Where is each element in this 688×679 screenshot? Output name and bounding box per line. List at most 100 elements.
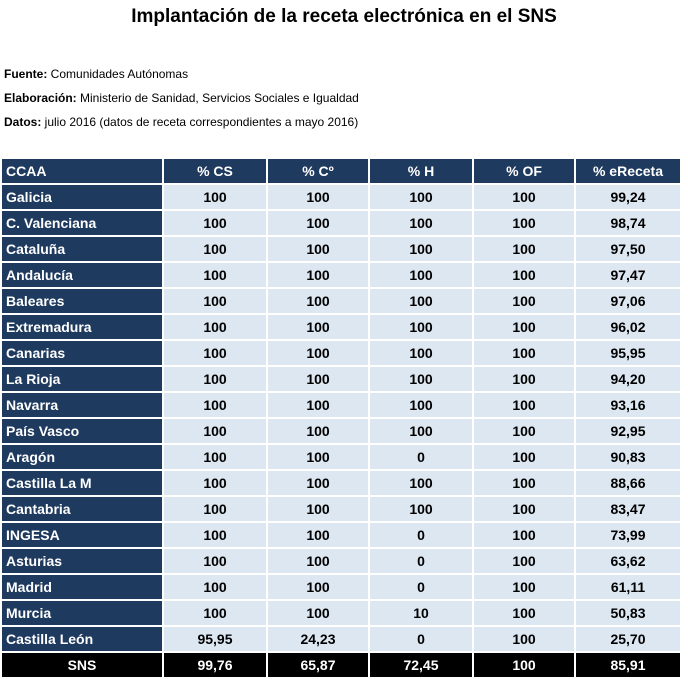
table-cell: 100 — [474, 497, 574, 521]
meta-date: Datos: julio 2016 (datos de receta corre… — [4, 114, 358, 130]
table-cell: 100 — [164, 341, 266, 365]
total-cell: 72,45 — [370, 653, 472, 677]
region-name: Cataluña — [2, 237, 162, 261]
table-row: Castilla León 95,95 24,23 0 100 25,70 — [2, 627, 680, 651]
region-name: Cantabria — [2, 497, 162, 521]
table-cell: 95,95 — [576, 341, 680, 365]
region-name: La Rioja — [2, 367, 162, 391]
col-header-h: % H — [370, 159, 472, 183]
meta-date-label: Datos: — [4, 115, 42, 129]
table-cell: 100 — [164, 497, 266, 521]
table-cell: 94,20 — [576, 367, 680, 391]
table-cell: 100 — [268, 211, 368, 235]
table-row: Baleares 100 100 100 100 97,06 — [2, 289, 680, 313]
table-row: Cantabria 100 100 100 100 83,47 — [2, 497, 680, 521]
table-header-row: CCAA % CS % Cº % H % OF % eReceta — [2, 159, 680, 183]
col-header-cs: % CS — [164, 159, 266, 183]
table-row: Navarra 100 100 100 100 93,16 — [2, 393, 680, 417]
table-cell: 100 — [370, 211, 472, 235]
region-name: Galicia — [2, 185, 162, 209]
table-cell: 90,83 — [576, 445, 680, 469]
page-title: Implantación de la receta electrónica en… — [131, 6, 557, 27]
meta-source-value: Comunidades Autónomas — [47, 67, 189, 81]
table-cell: 92,95 — [576, 419, 680, 443]
table-cell: 0 — [370, 523, 472, 547]
table-cell: 24,23 — [268, 627, 368, 651]
table-cell: 100 — [474, 393, 574, 417]
table-cell: 100 — [474, 471, 574, 495]
region-name: Castilla León — [2, 627, 162, 651]
region-name: Murcia — [2, 601, 162, 625]
table-cell: 100 — [370, 393, 472, 417]
table-cell: 100 — [268, 367, 368, 391]
table-cell: 100 — [268, 237, 368, 261]
table-cell: 100 — [268, 315, 368, 339]
table-cell: 100 — [370, 289, 472, 313]
table-cell: 97,47 — [576, 263, 680, 287]
table-cell: 100 — [164, 575, 266, 599]
table-cell: 0 — [370, 549, 472, 573]
table-cell: 100 — [164, 289, 266, 313]
region-name: Baleares — [2, 289, 162, 313]
table-cell: 100 — [164, 419, 266, 443]
table-cell: 100 — [474, 211, 574, 235]
region-name: C. Valenciana — [2, 211, 162, 235]
table-cell: 97,06 — [576, 289, 680, 313]
table-cell: 96,02 — [576, 315, 680, 339]
table-cell: 100 — [474, 445, 574, 469]
table-cell: 100 — [164, 263, 266, 287]
table-row: Galicia 100 100 100 100 99,24 — [2, 185, 680, 209]
table-cell: 73,99 — [576, 523, 680, 547]
table-row: Aragón 100 100 0 100 90,83 — [2, 445, 680, 469]
region-name: País Vasco — [2, 419, 162, 443]
meta-elaboration: Elaboración: Ministerio de Sanidad, Serv… — [4, 90, 359, 106]
col-header-ccaa: CCAA — [2, 159, 162, 183]
table-cell: 100 — [268, 263, 368, 287]
table-cell: 100 — [268, 445, 368, 469]
table-cell: 100 — [370, 497, 472, 521]
col-header-co: % Cº — [268, 159, 368, 183]
col-header-of: % OF — [474, 159, 574, 183]
total-cell: 100 — [474, 653, 574, 677]
table-cell: 88,66 — [576, 471, 680, 495]
table-cell: 100 — [474, 315, 574, 339]
table-row: INGESA 100 100 0 100 73,99 — [2, 523, 680, 547]
table-row: Extremadura 100 100 100 100 96,02 — [2, 315, 680, 339]
table-cell: 100 — [164, 471, 266, 495]
table-cell: 83,47 — [576, 497, 680, 521]
region-name: Aragón — [2, 445, 162, 469]
meta-date-value: julio 2016 (datos de receta correspondie… — [41, 115, 359, 129]
meta-source: Fuente: Comunidades Autónomas — [4, 66, 188, 82]
table-cell: 98,74 — [576, 211, 680, 235]
table-cell: 100 — [474, 263, 574, 287]
meta-elaboration-label: Elaboración: — [4, 91, 77, 105]
table-cell: 100 — [164, 237, 266, 261]
meta-source-label: Fuente: — [4, 67, 48, 81]
total-cell: 65,87 — [268, 653, 368, 677]
table-row: C. Valenciana 100 100 100 100 98,74 — [2, 211, 680, 235]
table-cell: 0 — [370, 575, 472, 599]
table-cell: 100 — [370, 315, 472, 339]
table-cell: 25,70 — [576, 627, 680, 651]
table-cell: 100 — [164, 367, 266, 391]
table-row: Madrid 100 100 0 100 61,11 — [2, 575, 680, 599]
table-cell: 100 — [474, 367, 574, 391]
table-cell: 100 — [370, 263, 472, 287]
table-row: Asturias 100 100 0 100 63,62 — [2, 549, 680, 573]
total-label: SNS — [2, 653, 162, 677]
table-cell: 100 — [268, 185, 368, 209]
table-cell: 100 — [268, 575, 368, 599]
region-name: Andalucía — [2, 263, 162, 287]
table-cell: 100 — [474, 575, 574, 599]
table-cell: 100 — [474, 237, 574, 261]
region-name: Castilla La M — [2, 471, 162, 495]
total-cell: 85,91 — [576, 653, 680, 677]
table-row: País Vasco 100 100 100 100 92,95 — [2, 419, 680, 443]
table-cell: 100 — [370, 185, 472, 209]
table-body: Galicia 100 100 100 100 99,24 C. Valenciana 100… — [2, 185, 680, 651]
table-cell: 100 — [268, 471, 368, 495]
table-row: La Rioja 100 100 100 100 94,20 — [2, 367, 680, 391]
region-name: Asturias — [2, 549, 162, 573]
table-cell: 100 — [164, 211, 266, 235]
table-cell: 100 — [370, 471, 472, 495]
